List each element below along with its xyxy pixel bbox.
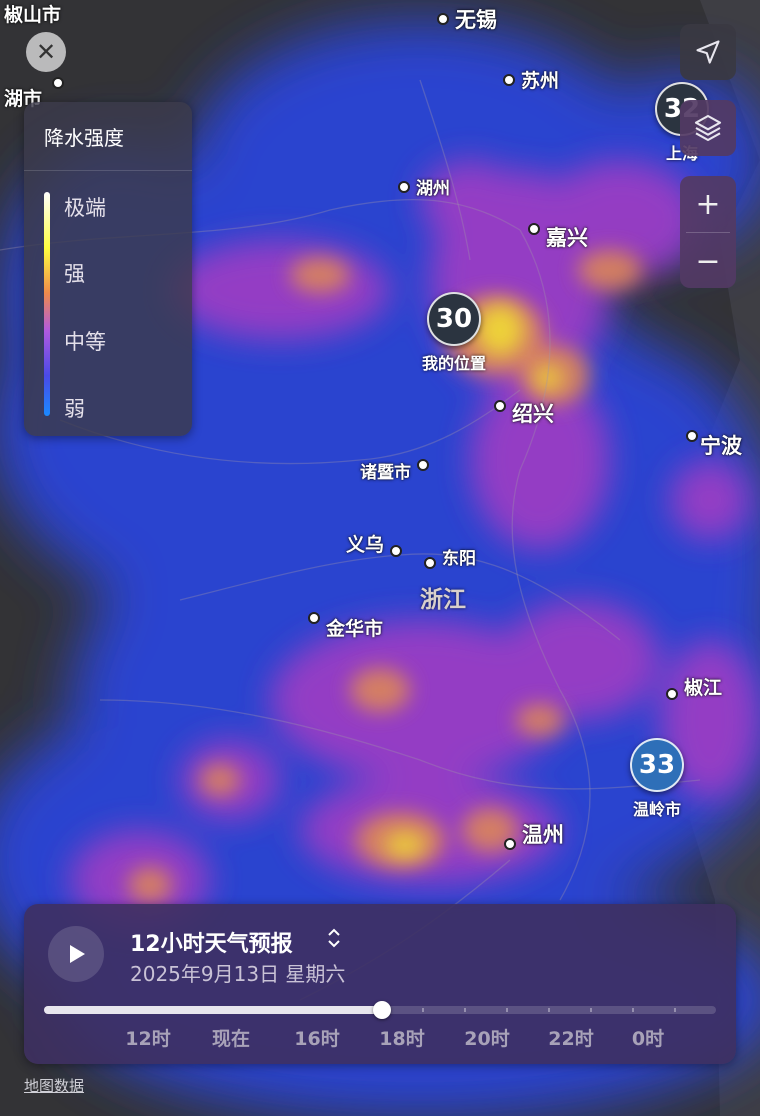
close-icon: ✕: [35, 38, 57, 66]
city-ijiaoshan[interactable]: 椒山市: [4, 0, 61, 27]
legend-title: 降水强度: [44, 126, 124, 150]
province-label: 浙江: [420, 587, 466, 613]
timeline-knob[interactable]: [373, 1001, 391, 1019]
city-dot: [424, 557, 436, 569]
time-label[interactable]: 18时: [379, 1028, 425, 1050]
city-dot: [308, 611, 320, 624]
city-name: 温州: [522, 823, 564, 847]
city-name: 苏州: [521, 70, 560, 92]
legend-gradient-bar: [44, 192, 50, 416]
temp-badge: 33: [630, 738, 684, 792]
city-yiwu[interactable]: 义乌: [346, 530, 403, 557]
chevron-updown-icon[interactable]: [326, 926, 342, 955]
legend-item-heavy: 强: [64, 262, 85, 286]
timeline-progress: [44, 1006, 382, 1014]
pin-label: 温岭市: [632, 800, 681, 819]
city-ningbo[interactable]: 宁波: [686, 412, 742, 460]
city-dot: [494, 400, 506, 412]
time-label[interactable]: 16时: [294, 1028, 340, 1050]
map-data-attribution-link[interactable]: 地图数据: [24, 1077, 85, 1095]
pin-label: 我的位置: [422, 354, 487, 373]
city-dot: [52, 77, 64, 89]
chevron-updown-svg: [328, 928, 340, 948]
city-dot: [528, 223, 540, 235]
forecast-title[interactable]: 12小时天气预报: [130, 932, 293, 957]
city-name: 椒山市: [4, 4, 62, 26]
city-dot: [503, 73, 515, 86]
city-name: 金华市: [326, 618, 384, 640]
city-dot: [437, 13, 449, 25]
timeline-tick: [590, 1008, 592, 1012]
timeline-tick: [422, 1008, 424, 1012]
city-dot: [390, 544, 403, 557]
precipitation-legend: 降水强度 极端 强 中等 弱: [24, 102, 192, 436]
legend-item-moderate: 中等: [64, 330, 106, 354]
city-dongyang[interactable]: 东阳: [424, 543, 476, 569]
city-dot: [398, 180, 410, 193]
timeline-tick: [464, 1008, 466, 1012]
forecast-date: 2025年9月13日 星期六: [130, 962, 346, 986]
legend-item-extreme: 极端: [64, 196, 106, 220]
zoom-control: + −: [680, 176, 736, 288]
current-location-button[interactable]: [680, 24, 736, 80]
legend-divider: [24, 170, 192, 171]
time-label[interactable]: 12时: [125, 1028, 171, 1050]
play-button[interactable]: [48, 926, 104, 982]
time-label[interactable]: 0时: [631, 1028, 665, 1050]
map-layers-button[interactable]: [680, 100, 736, 156]
city-name: 东阳: [442, 548, 476, 569]
city-jiaxing[interactable]: 嘉兴: [528, 206, 588, 252]
city-wenzhou[interactable]: 温州: [504, 818, 564, 850]
city-suzhou[interactable]: 苏州: [503, 66, 559, 93]
city-wuxi[interactable]: 无锡: [437, 4, 497, 34]
city-name: 宁波: [700, 434, 742, 458]
timeline-tick: [506, 1008, 508, 1012]
city-jinhua[interactable]: 金华市: [308, 594, 383, 641]
timeline-tick: [632, 1008, 634, 1012]
time-label[interactable]: 22时: [548, 1028, 594, 1050]
city-dot: [504, 838, 516, 850]
time-label[interactable]: 现在: [211, 1028, 251, 1050]
time-label[interactable]: 20时: [464, 1028, 510, 1050]
wenling-temp-pin[interactable]: 33 温岭市: [630, 738, 684, 820]
close-button[interactable]: ✕: [26, 32, 66, 72]
legend-item-light: 弱: [64, 397, 85, 421]
city-huzhou[interactable]: 湖州: [398, 174, 450, 199]
timeline-tick: [548, 1008, 550, 1012]
layers-icon: [694, 114, 722, 142]
city-name: 义乌: [346, 534, 385, 556]
city-shaoxing[interactable]: 绍兴: [494, 384, 554, 428]
location-temp-pin[interactable]: 30 我的位置: [422, 292, 486, 374]
city-dot: [666, 688, 678, 700]
city-name: 嘉兴: [546, 226, 588, 250]
city-name: 诸暨市: [360, 463, 411, 483]
city-dot: [686, 430, 698, 442]
location-arrow-icon: [696, 40, 720, 64]
zoom-in-button[interactable]: +: [695, 186, 721, 222]
timeline-slider[interactable]: [44, 1001, 716, 1019]
city-jiaojiang[interactable]: 椒江: [666, 672, 722, 700]
forecast-timeline-panel: 12小时天气预报 2025年9月13日 星期六 12时 现在 16时 18时 2…: [24, 904, 736, 1064]
city-name: 湖州: [416, 179, 450, 199]
city-dot: [417, 458, 429, 471]
temp-badge: 30: [427, 292, 481, 346]
zoom-out-button[interactable]: −: [695, 243, 721, 279]
city-name: 绍兴: [512, 402, 554, 426]
city-name: 无锡: [455, 8, 497, 32]
city-name: 椒江: [684, 676, 723, 699]
zoom-divider: [686, 232, 730, 233]
city-zhuji[interactable]: 诸暨市: [360, 458, 429, 483]
play-icon: [70, 945, 85, 963]
timeline-tick: [674, 1008, 676, 1012]
